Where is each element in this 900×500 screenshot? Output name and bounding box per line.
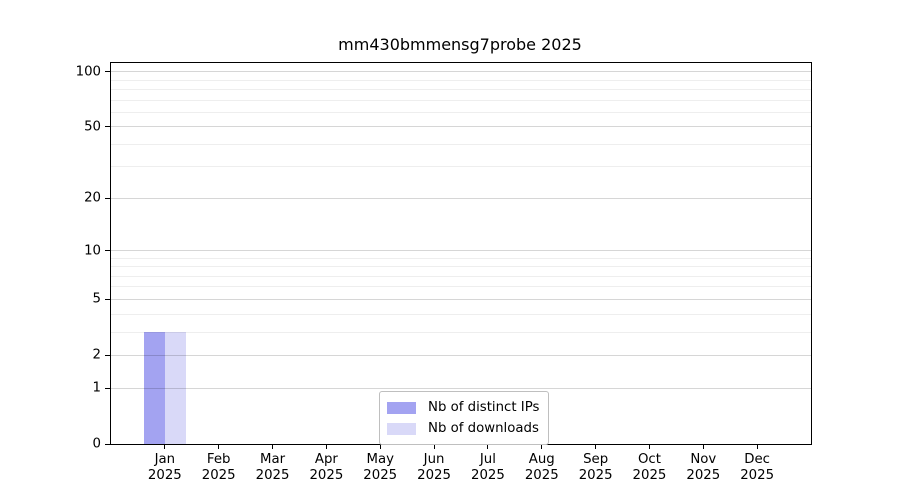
x-axis-tick <box>164 444 166 449</box>
x-axis-tick <box>218 444 220 449</box>
legend-item-distinct-ips: Nb of distinct IPs <box>387 397 539 418</box>
legend-item-downloads: Nb of downloads <box>387 418 539 439</box>
month-name: Jan <box>154 452 176 467</box>
month-name: Apr <box>314 452 338 467</box>
gridline-major <box>111 250 811 251</box>
y-axis-tick-label: 5 <box>92 291 101 307</box>
legend-swatch-distinct-ips <box>387 401 416 414</box>
month-name: Oct <box>637 452 661 467</box>
month-name: Sep <box>583 452 609 467</box>
bar-nb-of-downloads-jan <box>164 332 186 444</box>
y-axis-tick <box>105 354 111 356</box>
x-axis-month-label: Mar 2025 <box>243 452 303 483</box>
y-axis-tick <box>105 126 111 128</box>
y-axis-tick <box>105 443 111 445</box>
y-axis-tick-label: 100 <box>75 63 101 79</box>
month-name: Jun <box>423 452 445 467</box>
legend-label: Nb of distinct IPs <box>428 400 540 415</box>
month-year: 2025 <box>363 467 398 483</box>
y-axis-tick <box>105 197 111 199</box>
gridline-major <box>111 387 811 389</box>
month-year: 2025 <box>632 467 667 483</box>
x-axis-month-label: May 2025 <box>350 452 410 483</box>
month-year: 2025 <box>686 467 721 483</box>
x-axis-month-label: Nov 2025 <box>673 452 733 483</box>
gridline-major <box>111 354 811 356</box>
x-axis-tick <box>379 444 381 449</box>
x-axis-month-label: Apr 2025 <box>296 452 356 483</box>
legend-label: Nb of downloads <box>428 421 539 436</box>
gridline-minor <box>111 266 811 268</box>
legend-swatch-downloads <box>387 422 416 435</box>
gridline-major <box>111 126 811 128</box>
month-year: 2025 <box>147 467 182 483</box>
month-name: Nov <box>690 452 717 467</box>
bars-layer <box>111 63 811 444</box>
month-name: Aug <box>528 452 555 467</box>
month-name: Jul <box>479 452 496 467</box>
x-axis-tick <box>648 444 650 449</box>
y-axis-tick-label: 1 <box>92 380 101 396</box>
month-year: 2025 <box>201 467 236 483</box>
month-name: Dec <box>744 452 770 467</box>
x-axis-month-label: Sep 2025 <box>566 452 626 483</box>
month-year: 2025 <box>578 467 613 483</box>
gridline-minor <box>111 143 811 145</box>
gridlines-layer <box>111 63 811 444</box>
month-year: 2025 <box>309 467 344 483</box>
gridline-minor <box>111 111 811 113</box>
x-axis-month-label: Feb 2025 <box>189 452 249 483</box>
y-axis-tick-label: 0 <box>92 436 101 452</box>
x-axis-tick <box>325 444 327 449</box>
gridline-minor <box>111 275 811 277</box>
gridline-minor <box>111 88 811 90</box>
x-axis-month-label: Jan 2025 <box>135 452 195 483</box>
x-axis-month-label: Jul 2025 <box>458 452 518 483</box>
x-axis-month-label: Dec 2025 <box>727 452 787 483</box>
bar-nb-of-distinct-ips-jan <box>143 332 165 444</box>
y-axis-tick-label: 2 <box>92 347 101 363</box>
y-axis-tick <box>105 71 111 73</box>
plot-area: 0 1 2 5 10 20 50 100 Jan 2025 Feb 2025 Mar 2025 Apr 202… <box>76 62 812 483</box>
gridline-major <box>111 71 811 73</box>
axis-ticks-layer: 0 1 2 5 10 20 50 100 Jan 2025 Feb 2025 Mar 2025 Apr 202… <box>76 63 811 483</box>
gridline-minor <box>111 331 811 333</box>
gridline-minor <box>111 286 811 288</box>
x-axis-tick <box>272 444 274 449</box>
month-year: 2025 <box>740 467 775 483</box>
x-axis-month-label: Aug 2025 <box>512 452 572 483</box>
x-axis-tick <box>756 444 758 449</box>
month-year: 2025 <box>417 467 451 483</box>
month-year: 2025 <box>524 467 559 483</box>
legend: Nb of distinct IPs Nb of downloads <box>379 391 550 445</box>
month-name: May <box>366 452 394 467</box>
x-axis-tick <box>487 444 489 449</box>
gridline-minor <box>111 313 811 315</box>
y-axis-tick <box>105 250 111 251</box>
y-axis-tick-label: 50 <box>84 119 101 135</box>
month-name: Feb <box>206 452 231 467</box>
gridline-minor <box>111 99 811 101</box>
gridline-minor <box>111 79 811 81</box>
x-axis-tick <box>433 444 435 449</box>
gridline-minor <box>111 166 811 168</box>
gridline-major <box>111 197 811 199</box>
x-axis-tick <box>541 444 543 449</box>
month-year: 2025 <box>255 467 290 483</box>
x-axis-month-label: Oct 2025 <box>619 452 679 483</box>
x-axis-tick <box>702 444 704 449</box>
month-year: 2025 <box>471 467 505 483</box>
gridline-major <box>111 298 811 300</box>
y-axis-tick <box>105 298 111 300</box>
x-axis-month-label: Jun 2025 <box>404 452 464 483</box>
chart-title: mm430bmmensg7probe 2025 <box>338 35 582 54</box>
y-axis-tick-label: 10 <box>84 242 101 258</box>
y-axis-tick <box>105 387 111 389</box>
x-axis-tick <box>595 444 597 449</box>
y-axis-tick-label: 20 <box>84 190 101 206</box>
month-name: Mar <box>259 452 286 467</box>
gridline-minor <box>111 257 811 259</box>
